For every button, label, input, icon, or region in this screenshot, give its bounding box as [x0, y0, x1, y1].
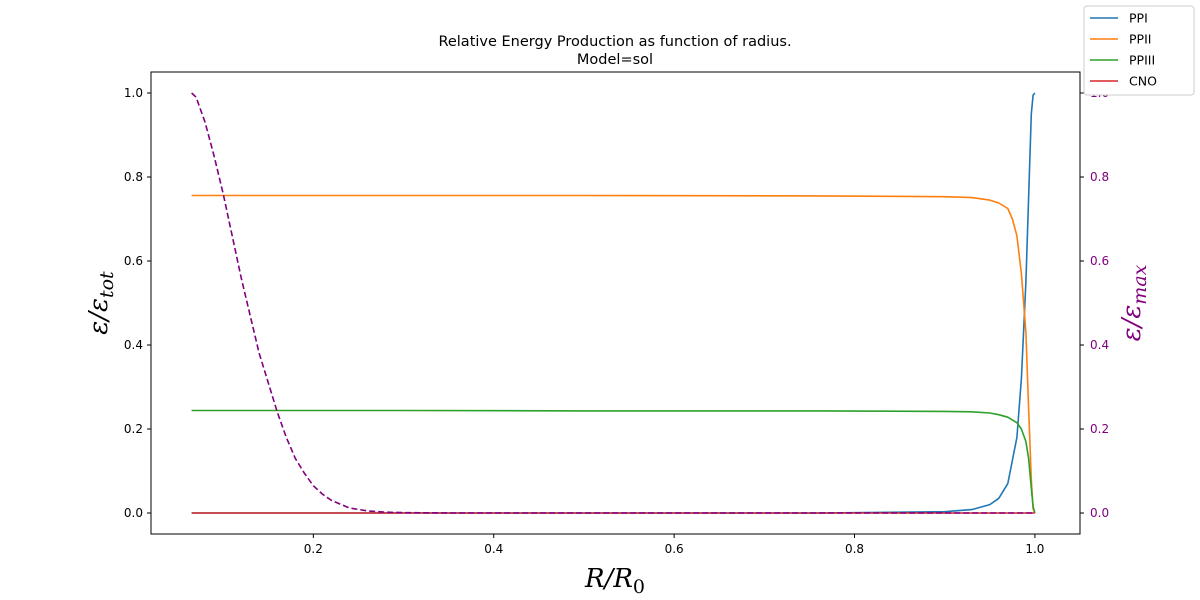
- legend-label-cno: CNO: [1129, 74, 1157, 89]
- y2-axis-label: ε/εmax: [1117, 264, 1151, 341]
- y2-tick-label: 0.8: [1090, 170, 1109, 184]
- y-tick-label: 1.0: [124, 86, 143, 100]
- series-line-ppi: [191, 92, 1036, 514]
- x-tick-label: 0.2: [304, 542, 323, 556]
- legend: PPI PPII PPIII CNO: [1083, 5, 1195, 96]
- y-tick-label: 0.2: [124, 422, 143, 436]
- chart-subtitle: Model=sol: [577, 52, 653, 68]
- y2-tick-label: 0.4: [1090, 338, 1109, 352]
- legend-label-ppiii: PPIII: [1129, 53, 1155, 68]
- legend-box: [1083, 5, 1195, 96]
- series-lines: [191, 92, 1036, 514]
- y2-tick-label: 0.2: [1090, 422, 1109, 436]
- x-tick-label: 0.6: [665, 542, 684, 556]
- legend-label-ppii: PPII: [1129, 32, 1151, 47]
- axis-ticks: 0.2 0.4 0.6 0.8 1.0 0.0 0.2 0.4 0.6 0.8 1.0 0.0 0.2 0…: [124, 86, 1109, 556]
- x-tick-label: 1.0: [1025, 542, 1044, 556]
- legend-label-ppi: PPI: [1129, 11, 1148, 26]
- y-axis-label: ε/εtot: [84, 271, 118, 335]
- plot-frame: [150, 71, 1081, 535]
- chart-title: Relative Energy Production as function o…: [438, 34, 791, 50]
- series-line-normalized-4: [191, 92, 1035, 514]
- series-line-ppiii: [191, 409, 1036, 514]
- y2-tick-label: 0.0: [1090, 506, 1109, 520]
- y-tick-label: 0.0: [124, 506, 143, 520]
- x-tick-label: 0.8: [845, 542, 864, 556]
- y-tick-label: 0.6: [124, 254, 143, 268]
- y-tick-label: 0.8: [124, 170, 143, 184]
- y-tick-label: 0.4: [124, 338, 143, 352]
- y2-tick-label: 0.6: [1090, 254, 1109, 268]
- series-line-ppii: [191, 194, 1036, 514]
- x-tick-label: 0.4: [484, 542, 503, 556]
- x-axis-label: R/R0: [584, 564, 645, 598]
